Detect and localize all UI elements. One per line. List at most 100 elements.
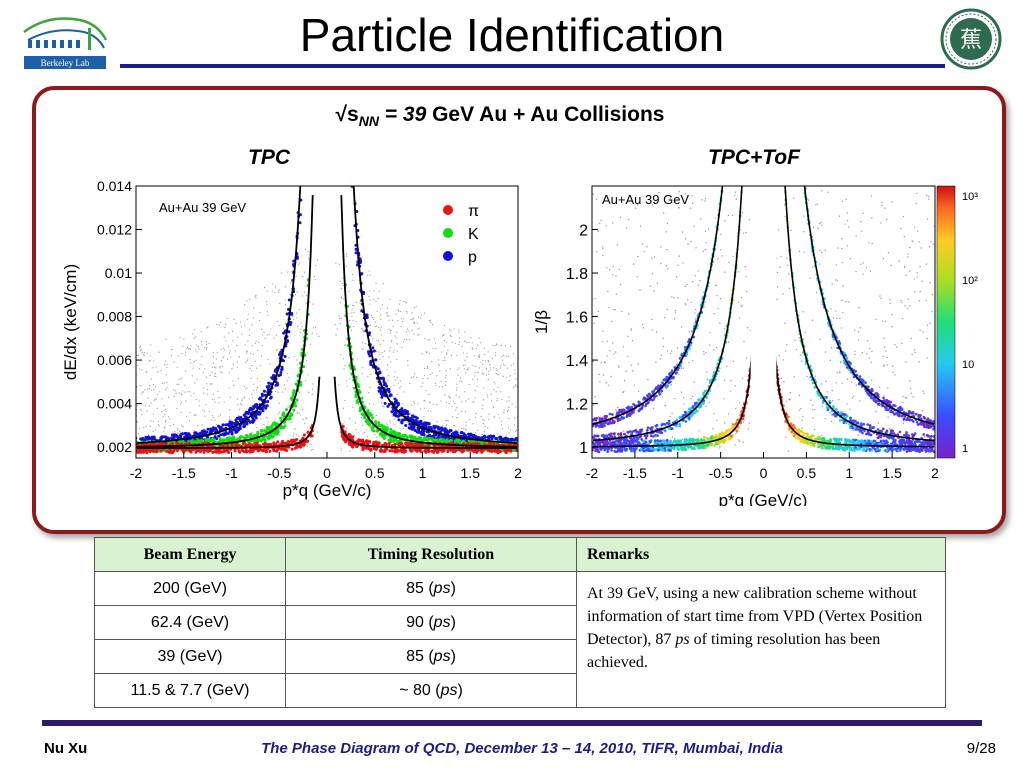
- noise-point: [469, 418, 471, 420]
- band-point: [299, 383, 303, 387]
- noise-point: [388, 315, 390, 317]
- noise-point: [356, 301, 358, 304]
- noise-point: [446, 352, 448, 354]
- noise-point: [839, 317, 841, 320]
- noise-point: [406, 339, 408, 341]
- bethe-bloch-curve: [333, 376, 517, 449]
- band-point: [506, 437, 510, 441]
- noise-point: [930, 241, 932, 243]
- noise-point: [491, 358, 494, 360]
- noise-point: [361, 424, 364, 426]
- band-point: [413, 428, 417, 432]
- noise-point: [678, 190, 680, 193]
- noise-point: [434, 382, 437, 384]
- noise-point: [403, 300, 405, 303]
- noise-point: [915, 202, 917, 205]
- band-point: [272, 448, 276, 452]
- noise-point: [611, 320, 613, 323]
- noise-point: [777, 229, 780, 231]
- noise-point: [431, 372, 433, 374]
- noise-point: [931, 310, 933, 313]
- noise-point: [201, 355, 203, 358]
- noise-point: [420, 314, 422, 316]
- band-point: [360, 396, 364, 400]
- band-point: [144, 435, 148, 439]
- noise-point: [700, 218, 702, 220]
- noise-point: [709, 344, 711, 346]
- noise-point: [362, 329, 364, 332]
- noise-point: [471, 342, 473, 344]
- band-point: [348, 363, 352, 367]
- band-point: [358, 390, 362, 394]
- noise-point: [284, 299, 286, 301]
- band-point: [280, 368, 284, 372]
- noise-point: [506, 400, 508, 402]
- noise-point: [210, 383, 212, 385]
- band-point: [170, 442, 174, 446]
- noise-point: [409, 382, 411, 384]
- noise-point: [468, 398, 470, 400]
- noise-point: [352, 319, 354, 321]
- noise-point: [340, 317, 342, 319]
- band-point: [408, 426, 412, 430]
- noise-point: [429, 319, 431, 321]
- noise-point: [674, 312, 676, 314]
- noise-point: [409, 413, 411, 415]
- noise-point: [218, 324, 221, 326]
- legend-kaon-label: K: [468, 226, 479, 243]
- y-tick-label: 0.012: [97, 222, 132, 238]
- noise-point: [602, 246, 604, 248]
- noise-point: [143, 354, 145, 357]
- noise-point: [396, 358, 398, 360]
- noise-point: [495, 352, 497, 354]
- noise-point: [646, 246, 648, 248]
- noise-point: [613, 439, 615, 441]
- noise-point: [411, 312, 413, 314]
- noise-point: [503, 364, 505, 366]
- noise-point: [149, 385, 151, 387]
- noise-point: [508, 432, 510, 434]
- noise-point: [150, 420, 152, 422]
- noise-point: [426, 366, 429, 368]
- band-point: [261, 409, 265, 413]
- noise-point: [385, 422, 387, 424]
- noise-point: [445, 341, 448, 343]
- noise-point: [293, 356, 295, 358]
- noise-point: [662, 337, 664, 340]
- noise-point: [195, 398, 197, 401]
- noise-point: [212, 356, 215, 358]
- band-point: [414, 419, 418, 423]
- band-point: [228, 420, 232, 424]
- noise-point: [295, 275, 297, 277]
- noise-point: [152, 420, 154, 422]
- noise-point: [276, 349, 278, 351]
- noise-point: [885, 350, 887, 352]
- band-point: [290, 439, 294, 443]
- noise-point: [273, 337, 275, 339]
- band-point: [394, 399, 398, 403]
- noise-point: [459, 380, 461, 382]
- band-point: [426, 421, 430, 425]
- noise-point: [662, 212, 665, 214]
- noise-point: [475, 347, 477, 350]
- noise-point: [263, 331, 265, 333]
- noise-point: [842, 312, 844, 314]
- noise-point: [229, 350, 231, 352]
- noise-point: [663, 316, 666, 319]
- noise-point: [435, 348, 437, 350]
- noise-point: [490, 369, 492, 371]
- noise-point: [248, 298, 251, 300]
- band-point: [215, 428, 219, 432]
- noise-point: [913, 278, 915, 280]
- band-point: [292, 408, 296, 412]
- noise-point: [206, 346, 208, 349]
- band-point: [382, 380, 386, 384]
- noise-point: [650, 257, 653, 259]
- noise-point: [304, 271, 306, 273]
- noise-point: [411, 329, 413, 331]
- noise-point: [193, 337, 195, 339]
- noise-point: [229, 418, 231, 420]
- band-point: [348, 433, 352, 437]
- band-point: [255, 403, 259, 407]
- noise-point: [812, 409, 814, 411]
